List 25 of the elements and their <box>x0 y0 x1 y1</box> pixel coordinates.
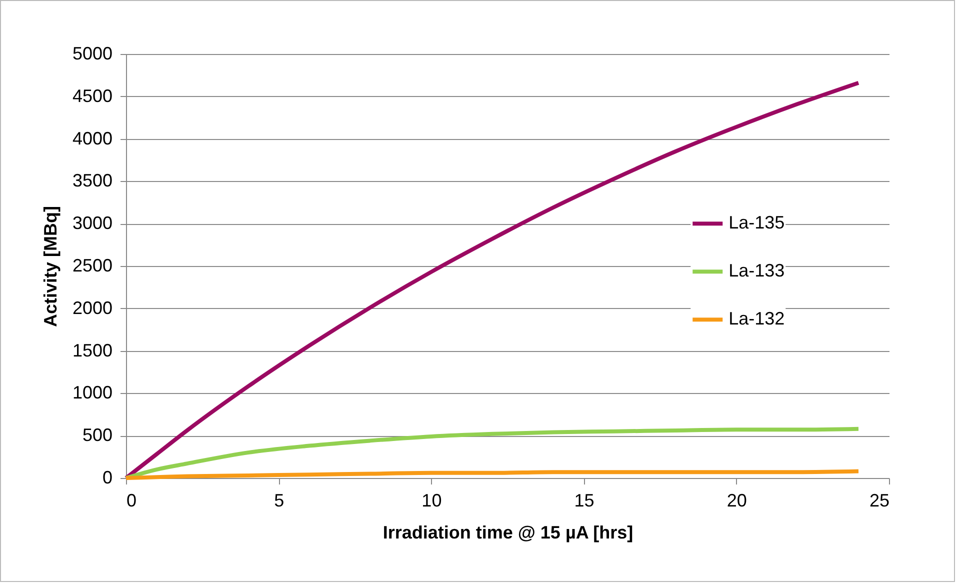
y-tick-label: 1500 <box>72 340 112 360</box>
legend-label: La-132 <box>728 308 785 329</box>
y-tick-label: 1000 <box>72 382 112 403</box>
x-tick-label: 5 <box>274 490 284 510</box>
y-tick-label: 3500 <box>72 170 112 191</box>
x-tick-label: 0 <box>126 490 137 510</box>
y-tick-label: 4500 <box>72 86 112 106</box>
y-tick-label: 2500 <box>72 256 112 276</box>
y-tick-label: 500 <box>82 425 112 446</box>
line-series <box>124 80 860 480</box>
x-tick-label: 20 <box>726 490 747 510</box>
y-tick-label: 2000 <box>72 298 112 318</box>
x-tick-label: 15 <box>574 490 594 510</box>
y-tick-label: 3000 <box>72 213 112 234</box>
line-series <box>124 426 860 480</box>
y-tick-label: 0 <box>102 468 112 488</box>
x-tick-label: 10 <box>422 490 442 510</box>
legend-label: La-135 <box>728 212 785 233</box>
y-tick-label: 4000 <box>72 128 112 148</box>
line-series <box>124 469 860 480</box>
legend-label: La-133 <box>728 260 785 281</box>
y-tick-label: 5000 <box>72 44 112 64</box>
x-axis-title: Irradiation time @ 15 µA [hrs] <box>382 522 634 542</box>
x-tick-label: 25 <box>869 490 890 510</box>
y-axis-title: Activity [MBq] <box>40 206 60 327</box>
